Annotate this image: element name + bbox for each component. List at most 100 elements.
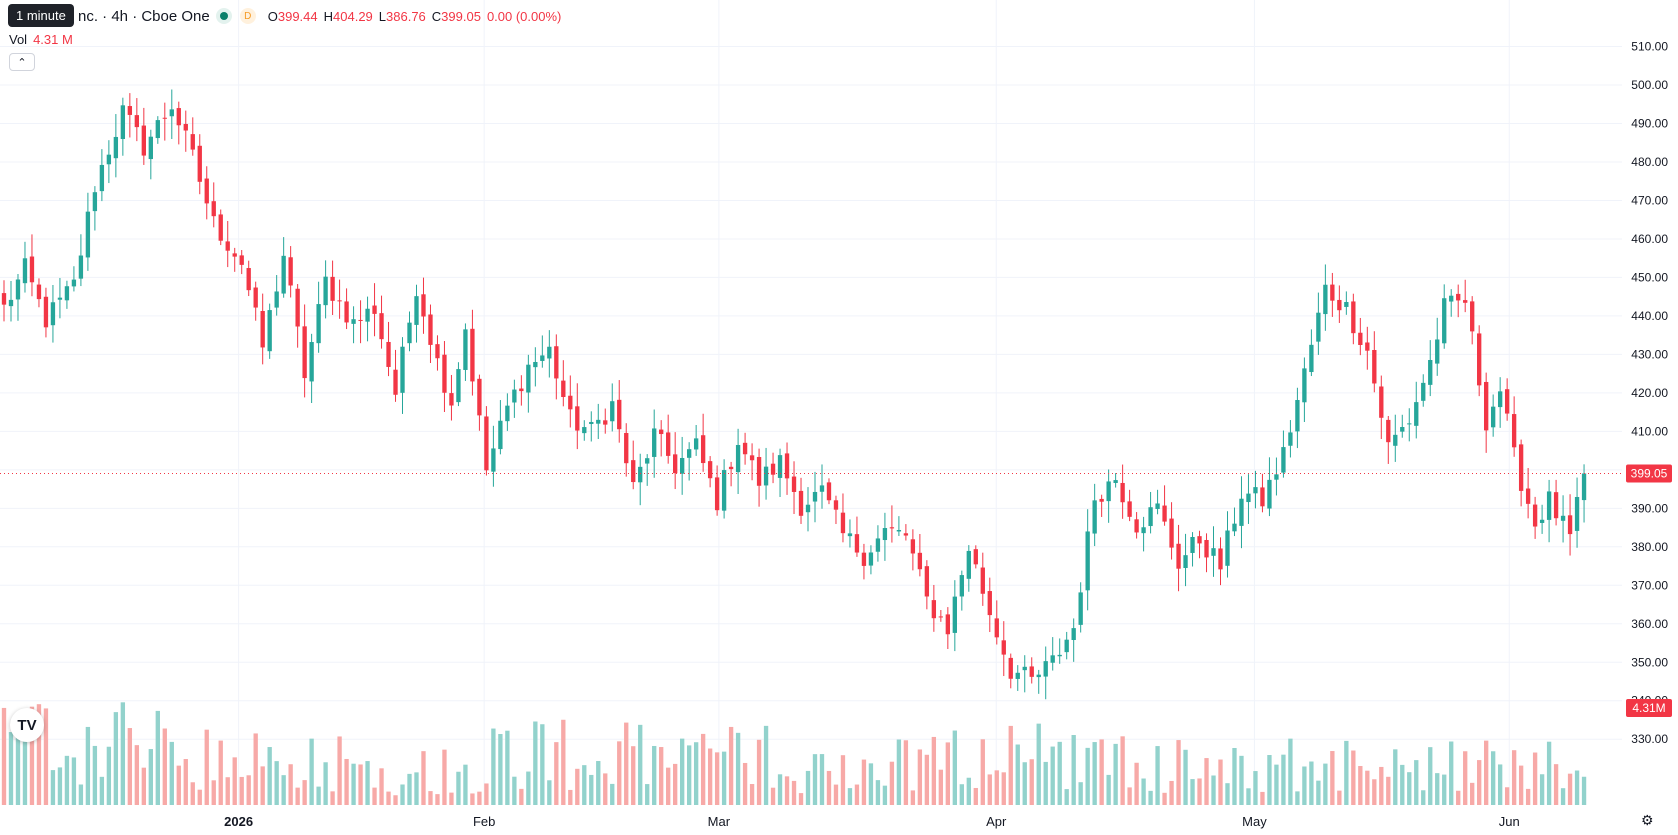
volume-bar bbox=[1134, 762, 1139, 805]
candle-body bbox=[22, 258, 28, 284]
volume-bar bbox=[484, 783, 489, 805]
volume-bar bbox=[1043, 761, 1048, 805]
volume-bar bbox=[910, 790, 916, 805]
volume-bar bbox=[735, 732, 741, 805]
volume-bar bbox=[1050, 746, 1055, 805]
candle-body bbox=[274, 291, 279, 308]
volume-bar bbox=[791, 780, 797, 805]
volume-bar bbox=[526, 771, 531, 805]
candle-body bbox=[239, 255, 244, 265]
x-tick-label: Feb bbox=[473, 814, 495, 829]
y-tick-label: 410.00 bbox=[1631, 424, 1668, 438]
candle-body bbox=[1162, 505, 1167, 522]
candle-body bbox=[707, 461, 713, 479]
volume-bar bbox=[896, 739, 902, 805]
candle-body bbox=[1008, 657, 1013, 679]
volume-bar bbox=[463, 764, 468, 805]
candle-body bbox=[652, 428, 657, 457]
volume-bar bbox=[204, 729, 209, 805]
volume-bar bbox=[92, 745, 98, 805]
candle-body bbox=[1015, 672, 1020, 679]
volume-bar bbox=[1218, 759, 1223, 805]
volume-bar bbox=[1246, 788, 1251, 805]
candle-body bbox=[211, 201, 216, 217]
volume-bar bbox=[1120, 736, 1125, 805]
candle-body bbox=[882, 528, 888, 541]
y-tick-label: 330.00 bbox=[1631, 732, 1668, 746]
volume-bar bbox=[267, 747, 272, 805]
candle-body bbox=[428, 314, 433, 345]
candle-body bbox=[197, 145, 202, 182]
candle-body bbox=[1246, 493, 1251, 503]
candle-body bbox=[1344, 301, 1349, 307]
candle-body bbox=[547, 346, 552, 359]
candle-body bbox=[568, 395, 573, 410]
volume-bar bbox=[652, 745, 657, 805]
volume-bar bbox=[274, 761, 279, 805]
volume-bar bbox=[442, 749, 447, 805]
candle-body bbox=[819, 485, 825, 492]
volume-bar bbox=[1407, 772, 1412, 805]
candle-body bbox=[442, 354, 447, 393]
candle-body bbox=[1574, 496, 1580, 531]
volume-bar bbox=[1029, 759, 1034, 805]
y-tick-label: 350.00 bbox=[1631, 655, 1668, 669]
candle-body bbox=[1064, 639, 1069, 653]
volume-bar bbox=[379, 768, 384, 805]
candle-body bbox=[1553, 492, 1559, 519]
settings-gear-icon[interactable]: ⚙ bbox=[1641, 812, 1654, 828]
volume-bar bbox=[714, 752, 720, 805]
volume-bar bbox=[1099, 739, 1104, 805]
collapse-legend-button[interactable]: ⌃ bbox=[9, 53, 35, 71]
candle-body bbox=[833, 500, 839, 510]
volume-bar bbox=[819, 754, 825, 805]
candle-body bbox=[847, 533, 853, 537]
x-tick-label: 2026 bbox=[224, 814, 253, 829]
volume-bar bbox=[952, 730, 957, 805]
volume-bar bbox=[127, 728, 133, 805]
candle-body bbox=[987, 591, 992, 616]
volume-bar bbox=[1386, 776, 1391, 805]
candle-body bbox=[638, 466, 643, 483]
candle-body bbox=[1099, 498, 1104, 502]
candle-body bbox=[1106, 481, 1111, 502]
candle-body bbox=[1050, 655, 1055, 663]
candle-body bbox=[1239, 498, 1244, 526]
volume-bar bbox=[218, 740, 223, 805]
candle-body bbox=[1525, 488, 1531, 504]
volume-bar bbox=[421, 751, 426, 805]
volume-bar bbox=[211, 780, 216, 805]
candle-body bbox=[1323, 284, 1328, 315]
candle-body bbox=[994, 618, 999, 638]
volume-bar bbox=[512, 776, 517, 805]
volume-bar bbox=[882, 785, 888, 805]
candle-body bbox=[1330, 284, 1335, 301]
candle-body bbox=[281, 255, 286, 294]
volume-bar bbox=[22, 713, 28, 805]
volume-bar bbox=[1414, 760, 1419, 805]
candle-body bbox=[134, 115, 140, 128]
candle-body bbox=[498, 420, 503, 450]
candle-body bbox=[973, 549, 978, 565]
volume-bar bbox=[1323, 763, 1328, 805]
symbol-title[interactable]: nc. · 4h · Cboe One bbox=[78, 7, 210, 25]
volume-bar bbox=[624, 722, 629, 805]
candle-body bbox=[1372, 349, 1377, 384]
candle-body bbox=[120, 105, 126, 140]
candle-body bbox=[1197, 536, 1202, 544]
candle-body bbox=[959, 575, 964, 597]
volume-bar bbox=[1477, 760, 1482, 805]
volume-bar bbox=[1225, 783, 1230, 805]
volume-bar bbox=[15, 720, 21, 805]
candle-body bbox=[337, 300, 342, 302]
volume-bar bbox=[1553, 764, 1559, 805]
candle-body bbox=[414, 296, 419, 325]
volume-bar bbox=[903, 740, 909, 805]
candle-body bbox=[1225, 530, 1230, 566]
candle-body bbox=[1, 293, 7, 305]
candle-body bbox=[267, 310, 272, 352]
tradingview-logo-icon[interactable]: TV bbox=[10, 708, 44, 742]
volume-bar bbox=[1567, 773, 1573, 805]
candle-body bbox=[617, 399, 622, 430]
